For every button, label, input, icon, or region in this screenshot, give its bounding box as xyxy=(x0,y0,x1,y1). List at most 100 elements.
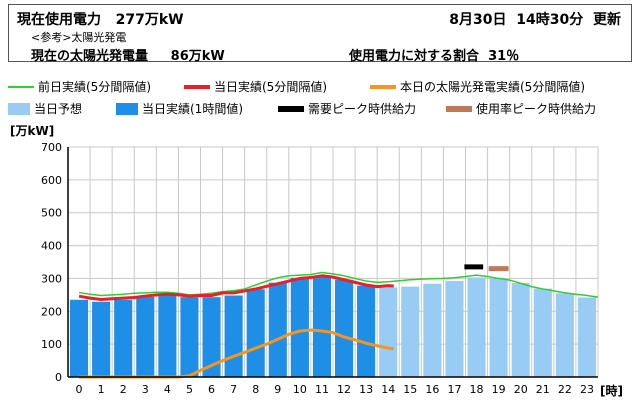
bar-forecast xyxy=(489,278,508,377)
x-tick-label: 17 xyxy=(447,383,461,396)
x-tick-label: 23 xyxy=(580,383,594,396)
update-label: 更新 xyxy=(593,12,621,28)
x-tick-label: 9 xyxy=(274,383,281,396)
x-tick-label: 11 xyxy=(315,383,329,396)
line-prev-day xyxy=(78,271,599,298)
bar-actual-hourly xyxy=(334,279,354,377)
legend-label-actual-hourly: 当日実績(1時間値) xyxy=(142,102,243,116)
bar-actual-hourly xyxy=(180,297,199,377)
x-tick-label: 3 xyxy=(142,383,149,396)
bar-actual-hourly xyxy=(158,295,177,377)
legend-label-prev-day: 前日実績(5分間隔値) xyxy=(38,80,151,94)
legend-swatch-actual-hourly xyxy=(116,102,138,115)
y-tick-label: 300 xyxy=(41,272,62,285)
x-tick-label: 10 xyxy=(293,383,307,396)
solar-label: 現在の太陽光発電量 xyxy=(31,49,149,64)
y-tick-label: 100 xyxy=(41,338,62,351)
bar-actual-hourly xyxy=(246,289,265,377)
x-tick-label: 2 xyxy=(120,383,127,396)
x-tick-label: 4 xyxy=(164,383,171,396)
bar-forecast xyxy=(577,297,597,377)
x-tick-label: 6 xyxy=(208,383,215,396)
bar-forecast xyxy=(379,287,398,377)
legend-swatch-demand-peak xyxy=(278,105,304,112)
x-tick-label: 21 xyxy=(536,383,550,396)
legend-swatch-solar xyxy=(370,84,396,89)
legend-prev-day: 前日実績(5分間隔値) xyxy=(8,78,151,95)
x-tick-label: 1 xyxy=(98,383,105,396)
bar-actual-hourly xyxy=(114,299,133,377)
legend-actual-hourly: 当日実績(1時間値) xyxy=(116,100,243,117)
y-tick-label: 0 xyxy=(55,371,62,384)
ratio-label: 使用電力に対する割合 xyxy=(349,49,480,64)
reference-label: <参考>太陽光発電 xyxy=(31,31,127,44)
current-usage-label: 現在使用電力 xyxy=(17,12,101,28)
legend-label-solar: 本日の太陽光発電実績(5分間隔値) xyxy=(400,80,585,94)
legend-swatch-forecast xyxy=(8,102,30,115)
gridlines xyxy=(67,146,599,378)
legend-forecast: 当日予想 xyxy=(8,100,82,117)
bar-actual-hourly xyxy=(92,301,111,377)
y-tick-label: 200 xyxy=(41,305,62,318)
x-tick-label: 18 xyxy=(470,383,484,396)
x-tick-label: 12 xyxy=(337,383,351,396)
update-timestamp: 8月30日 14時30分 更新 xyxy=(449,9,621,29)
legend-usage-peak: 使用率ピーク時供給力 xyxy=(446,100,596,117)
bar-actual-hourly xyxy=(136,296,155,377)
bar-forecast xyxy=(423,283,442,377)
x-tick-label: 20 xyxy=(514,383,528,396)
legend-label-demand-peak: 需要ピーク時供給力 xyxy=(308,102,417,116)
x-tick-label: 22 xyxy=(558,383,572,396)
y-tick-label: 500 xyxy=(41,207,62,220)
bars xyxy=(69,276,597,377)
bar-actual-hourly xyxy=(268,282,287,377)
bar-actual-hourly xyxy=(357,285,376,377)
update-date: 8月30日 xyxy=(449,12,507,28)
current-usage-value: 277万kW xyxy=(115,12,184,28)
bar-actual-hourly xyxy=(290,277,309,377)
legend-demand-peak: 需要ピーク時供給力 xyxy=(278,100,416,117)
solar-ratio: 使用電力に対する割合 31％ xyxy=(349,45,519,64)
y-axis-label: [万kW] xyxy=(10,124,54,138)
bar-forecast xyxy=(467,277,486,377)
y-tick-label: 400 xyxy=(41,240,62,253)
y-tick-label: 600 xyxy=(41,174,62,187)
legend-label-today-5min: 当日実績(5分間隔値) xyxy=(214,80,327,94)
x-tick-label: 13 xyxy=(359,383,373,396)
legend-swatch-usage-peak xyxy=(446,105,472,112)
update-time: 14時30分 xyxy=(516,12,584,28)
legend-swatch-today-5min xyxy=(184,84,210,89)
bar-forecast xyxy=(401,286,420,377)
x-tick-label: 7 xyxy=(230,383,237,396)
ratio-value: 31％ xyxy=(488,49,520,64)
legend-label-forecast: 当日予想 xyxy=(34,102,83,116)
legend-label-usage-peak: 使用率ピーク時供給力 xyxy=(476,102,597,116)
bar-actual-hourly xyxy=(69,299,89,377)
x-tick-label: 19 xyxy=(492,383,506,396)
bar-forecast xyxy=(511,283,530,377)
bar-actual-hourly xyxy=(312,276,332,377)
bar-forecast xyxy=(445,281,464,377)
bar-actual-hourly xyxy=(224,295,243,377)
x-axis-label: [時] xyxy=(600,383,623,398)
solar-output: 現在の太陽光発電量 86万kW xyxy=(31,45,225,64)
bar-forecast xyxy=(533,288,552,377)
current-usage: 現在使用電力 277万kW xyxy=(17,9,184,29)
x-tick-label: 14 xyxy=(381,383,395,396)
x-tick-label: 15 xyxy=(403,383,417,396)
x-tick-label: 5 xyxy=(186,383,193,396)
solar-value: 86万kW xyxy=(170,49,225,64)
legend-solar: 本日の太陽光発電実績(5分間隔値) xyxy=(370,78,585,95)
bar-actual-hourly xyxy=(202,297,221,377)
bar-forecast xyxy=(555,293,574,377)
summary-header: 現在使用電力 277万kW 8月30日 14時30分 更新 <参考>太陽光発電 … xyxy=(8,4,632,64)
legend-swatch-prev-day xyxy=(8,85,34,88)
x-tick-label: 0 xyxy=(76,383,83,396)
x-tick-label: 16 xyxy=(425,383,439,396)
line-today xyxy=(78,274,394,301)
x-tick-label: 8 xyxy=(252,383,259,396)
y-tick-label: 700 xyxy=(41,141,62,154)
legend-today-5min: 当日実績(5分間隔値) xyxy=(184,78,327,95)
